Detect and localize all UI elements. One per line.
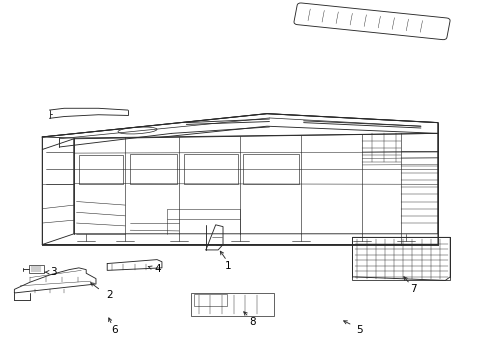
Bar (79, 155, 123, 184)
Bar (243, 154, 299, 184)
FancyBboxPatch shape (191, 293, 274, 316)
FancyBboxPatch shape (294, 3, 450, 40)
Text: 2: 2 (106, 291, 113, 301)
Text: 7: 7 (410, 284, 417, 294)
Text: 6: 6 (111, 325, 118, 335)
FancyBboxPatch shape (194, 294, 227, 306)
Polygon shape (42, 139, 74, 244)
Text: 1: 1 (224, 261, 231, 271)
FancyBboxPatch shape (352, 237, 450, 280)
Bar (184, 154, 238, 184)
Bar (130, 154, 176, 184)
Ellipse shape (118, 127, 157, 134)
Text: 5: 5 (357, 325, 363, 334)
Polygon shape (42, 114, 438, 149)
Text: 8: 8 (249, 317, 256, 327)
Polygon shape (74, 134, 438, 234)
FancyBboxPatch shape (29, 265, 44, 273)
Text: 3: 3 (49, 267, 56, 277)
Text: 4: 4 (155, 264, 161, 274)
